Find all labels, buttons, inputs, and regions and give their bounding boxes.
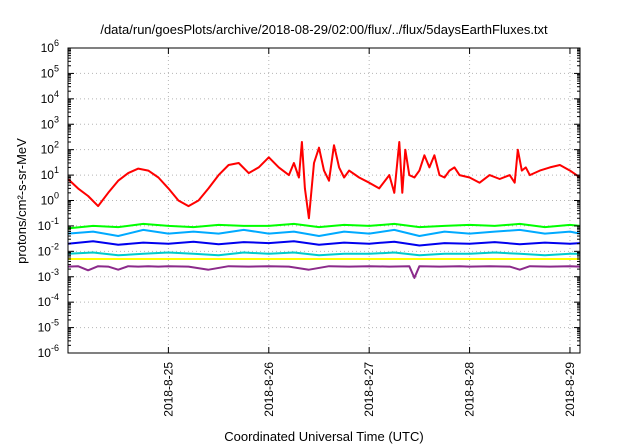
series-line-4 xyxy=(67,240,581,247)
x-tick-label: 2018-8-29 xyxy=(563,362,577,417)
y-tick-labels: 10-6 10-5 10-4 10-3 10-2 10-1 100 101 102 103 104 1… xyxy=(38,38,59,360)
series-line-1 xyxy=(67,141,581,220)
y-tick-label: 10-1 xyxy=(38,216,59,233)
series-line-7 xyxy=(67,265,581,279)
grid-lines xyxy=(68,48,580,353)
y-tick-label: 10-4 xyxy=(38,292,59,309)
y-tick-label: 100 xyxy=(41,191,59,208)
y-tick-label: 10-5 xyxy=(38,318,59,335)
x-tick-label: 2018-8-26 xyxy=(262,362,276,417)
y-tick-label: 10-6 xyxy=(38,343,59,360)
y-tick-label: 10-3 xyxy=(38,267,59,284)
y-axis-label: protons/cm²-s-sr-MeV xyxy=(14,138,29,264)
x-tick-label: 2018-8-25 xyxy=(161,362,175,417)
x-tick-labels: 2018-8-25 2018-8-26 2018-8-27 2018-8-28 2018… xyxy=(161,362,577,417)
x-tick-label: 2018-8-28 xyxy=(463,362,477,417)
y-tick-label: 106 xyxy=(41,38,59,55)
series-line-3 xyxy=(67,228,581,237)
series-line-2 xyxy=(67,222,581,230)
axis-ticks xyxy=(68,47,580,354)
x-tick-label: 2018-8-27 xyxy=(362,362,376,417)
y-tick-label: 104 xyxy=(41,89,59,106)
y-tick-label: 102 xyxy=(41,140,59,157)
y-tick-label: 103 xyxy=(41,114,59,131)
x-axis-label: Coordinated Universal Time (UTC) xyxy=(224,429,423,444)
chart-title: /data/run/goesPlots/archive/2018-08-29/0… xyxy=(100,22,548,37)
y-tick-label: 101 xyxy=(41,165,59,182)
y-tick-label: 10-2 xyxy=(38,241,59,258)
series-layer xyxy=(67,141,581,279)
series-line-5 xyxy=(67,251,580,257)
y-tick-label: 105 xyxy=(41,63,59,80)
